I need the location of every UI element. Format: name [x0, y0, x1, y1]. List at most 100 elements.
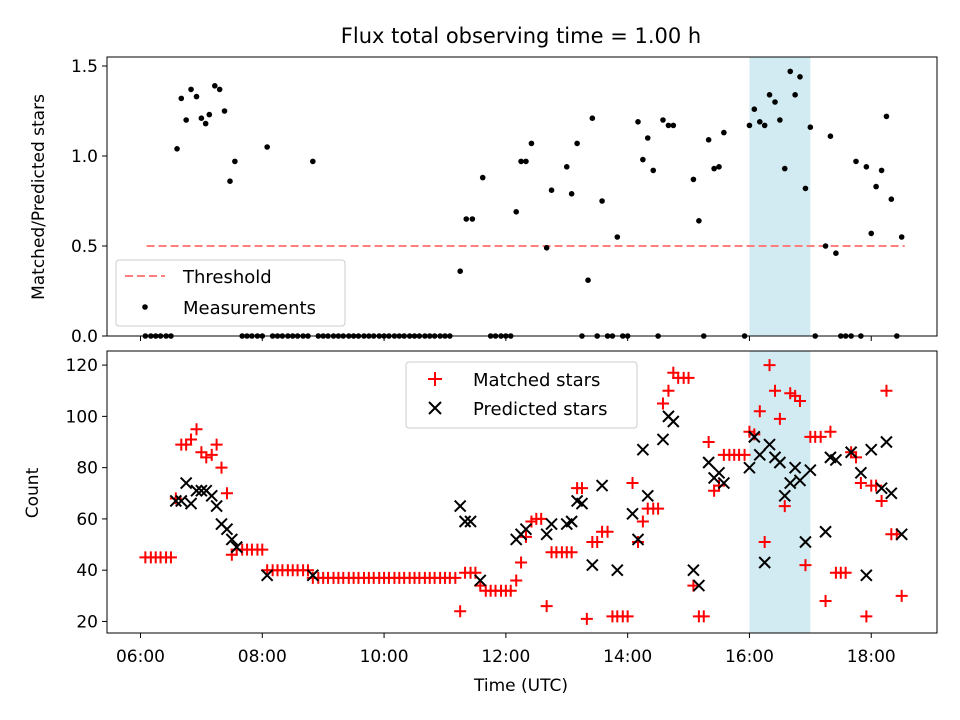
matched-star-marker: [190, 423, 203, 436]
predicted-star-marker: [885, 487, 898, 500]
matched-star-marker: [636, 515, 649, 528]
measurement-point: [888, 196, 895, 202]
matched-star-marker: [205, 448, 218, 461]
measurement-point: [670, 122, 677, 129]
bottom-x-tick-label: 06:00: [116, 647, 165, 667]
matched-star-marker: [652, 502, 665, 515]
predicted-star-marker: [667, 415, 680, 428]
matched-star-marker: [256, 543, 269, 556]
matched-star-marker: [215, 461, 228, 474]
predicted-star-marker: [631, 533, 645, 546]
matched-star-marker: [748, 428, 761, 441]
measurement-point: [787, 68, 794, 75]
matched-star-marker: [580, 612, 593, 625]
measurement-point: [469, 216, 476, 222]
bottom-legend: Matched stars Predicted stars: [405, 361, 638, 429]
predicted-star-marker: [179, 476, 193, 490]
predicted-star-marker: [195, 484, 208, 497]
measurement-point: [193, 93, 200, 100]
measurement-point: [665, 122, 672, 129]
top-x-ticks: [139, 336, 872, 341]
bottom-y-tick-label: 80: [76, 459, 98, 479]
predicted-star-marker: [763, 438, 776, 451]
matched-star-marker: [185, 433, 198, 446]
measurement-point: [833, 250, 839, 256]
measurement-point: [705, 137, 712, 143]
bottom-x-ticks: 06:00 08:00 10:00 12:00 14:00 16:00 18:00: [116, 633, 896, 667]
measurement-point: [898, 234, 905, 240]
predicted-star-marker: [860, 569, 873, 582]
matched-star-marker: [662, 384, 675, 397]
predicted-star-marker: [210, 499, 223, 513]
measurement-point: [568, 191, 575, 197]
top-panel: 0.0 0.5 1.0 1.5 Matched/Predicted stars Thr…: [29, 56, 938, 347]
predicted-star-marker: [793, 474, 807, 487]
legend-predicted-swatch: [428, 401, 442, 415]
legend-measurements-label: Measurements: [183, 298, 316, 319]
measurement-point: [873, 183, 879, 190]
predicted-star-marker: [717, 476, 731, 490]
matched-star-marker: [632, 535, 645, 548]
measurement-point: [827, 133, 834, 139]
matched-star-marker: [200, 451, 213, 464]
measurement-point: [863, 164, 870, 170]
predicted-star-marker: [829, 453, 843, 467]
measurement-point: [781, 165, 788, 172]
top-y-ticks: 0.0 0.5 1.0 1.5: [71, 57, 107, 347]
matched-star-marker: [591, 535, 604, 548]
measurement-point: [518, 158, 524, 165]
matched-star-marker: [799, 559, 812, 572]
measurement-point: [761, 122, 768, 129]
measurement-point: [211, 83, 218, 89]
measurement-point: [563, 164, 570, 170]
measurement-point: [746, 122, 753, 129]
measurement-point: [188, 86, 194, 93]
matched-star-marker: [758, 535, 771, 548]
bottom-x-tick-label: 14:00: [603, 647, 652, 667]
predicted-star-marker: [519, 522, 533, 536]
measurement-point: [660, 117, 666, 123]
measurement-point: [206, 111, 213, 118]
measurement-point: [479, 174, 486, 181]
matched-star-marker: [575, 482, 588, 495]
matched-star-marker: [753, 405, 766, 418]
predicted-star-marker: [611, 563, 624, 577]
bottom-y-tick-label: 120: [66, 356, 98, 376]
matched-star-marker: [793, 394, 806, 407]
predicted-star-marker: [540, 528, 553, 541]
predicted-star-marker: [702, 456, 715, 469]
measurement-point: [802, 185, 809, 192]
predicted-star-marker: [586, 558, 599, 572]
measurement-point: [198, 115, 205, 121]
predicted-star-marker: [748, 430, 761, 444]
predicted-star-markers: [169, 410, 908, 592]
matched-star-marker: [738, 448, 751, 461]
matched-star-marker: [773, 412, 786, 425]
matched-star-marker: [824, 425, 837, 438]
predicted-star-marker: [464, 515, 477, 528]
measurement-point: [807, 124, 814, 130]
measurement-point: [202, 120, 209, 127]
matched-star-marker: [515, 556, 528, 569]
matched-star-marker: [682, 371, 695, 384]
measurement-point: [585, 277, 591, 284]
predicted-star-marker: [175, 494, 188, 508]
measurement-point: [463, 216, 470, 222]
top-y-tick-label: 1.0: [71, 147, 98, 167]
bottom-y-axis-label: Count: [23, 467, 43, 518]
predicted-star-marker: [184, 497, 198, 510]
measurement-point: [868, 230, 875, 237]
measurement-point: [766, 92, 773, 98]
matched-star-marker: [626, 477, 639, 490]
matched-star-marker: [860, 610, 873, 623]
predicted-star-marker: [804, 464, 817, 477]
predicted-star-marker: [565, 515, 578, 528]
measurement-point: [756, 119, 763, 125]
matched-star-marker: [601, 525, 614, 538]
predicted-star-marker: [595, 479, 609, 492]
predicted-star-marker: [636, 443, 650, 456]
predicted-star-marker: [875, 481, 888, 495]
predicted-star-marker: [743, 461, 756, 474]
measurement-point: [777, 117, 783, 123]
matched-star-marker: [702, 436, 715, 449]
